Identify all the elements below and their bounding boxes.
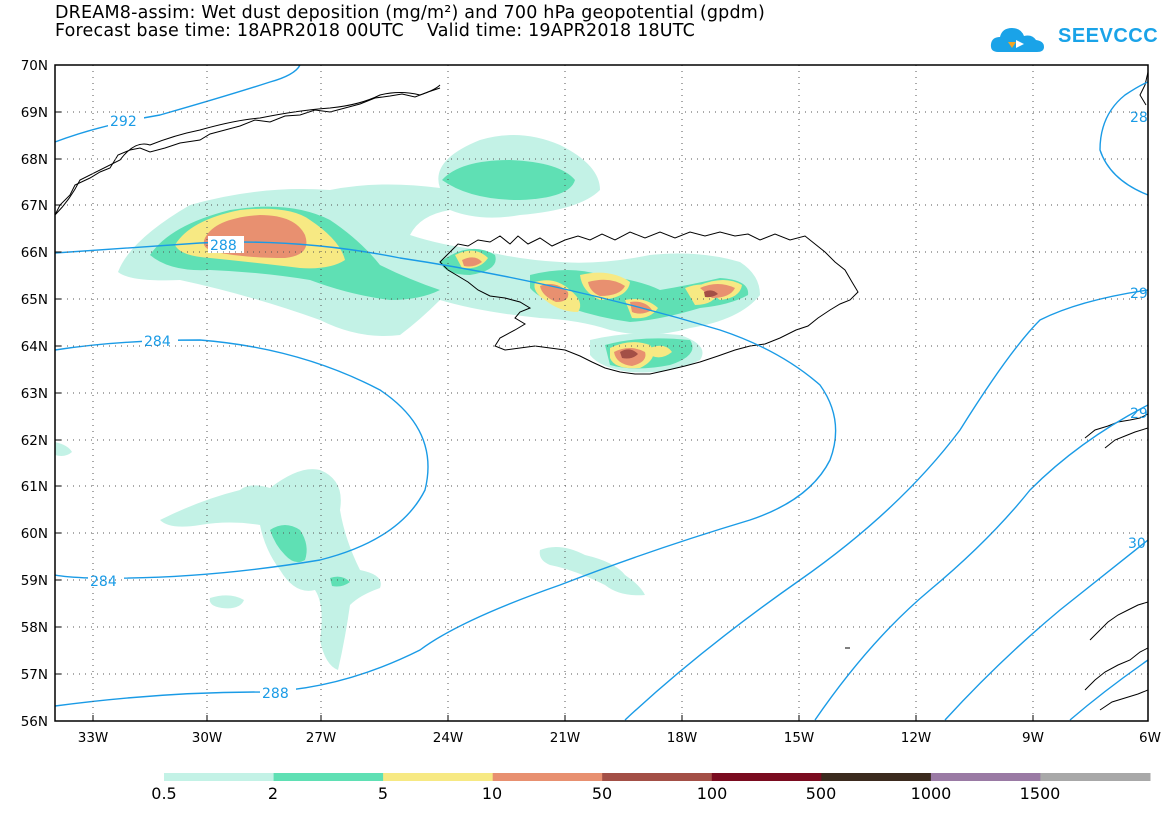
lat-label: 67N bbox=[21, 198, 48, 214]
lat-label: 68N bbox=[21, 152, 48, 168]
legend-swatch bbox=[930, 773, 1041, 781]
lon-label: 6W bbox=[1139, 730, 1161, 746]
legend-label: 1500 bbox=[1019, 784, 1061, 803]
lat-label: 59N bbox=[21, 573, 48, 589]
latitude-labels: 70N 69N 68N 67N 66N 65N 64N 63N 62N 61N … bbox=[21, 58, 48, 730]
legend-label: 500 bbox=[805, 784, 837, 803]
contour-label: 288 bbox=[262, 686, 289, 702]
legend-swatch bbox=[492, 773, 603, 781]
longitude-labels: 33W 30W 27W 24W 21W 18W 15W 12W 9W 6W bbox=[78, 730, 1161, 746]
lon-label: 15W bbox=[784, 730, 815, 746]
lat-label: 66N bbox=[21, 245, 48, 261]
contour-label: 29 bbox=[1130, 286, 1148, 302]
contour-label: 28 bbox=[1130, 110, 1148, 126]
contour-labels: 292 288 284 284 288 28 29 29 30 bbox=[88, 110, 1148, 702]
legend-swatch bbox=[711, 773, 822, 781]
map-field bbox=[55, 65, 1148, 721]
contour-label: 288 bbox=[210, 238, 237, 254]
contour-label: 292 bbox=[110, 114, 137, 130]
axis-ticks bbox=[55, 64, 1034, 721]
geopotential-contours bbox=[55, 65, 1148, 721]
legend-swatch bbox=[1040, 773, 1151, 781]
legend-label: 1000 bbox=[910, 784, 952, 803]
lat-label: 61N bbox=[21, 479, 48, 495]
lon-label: 12W bbox=[901, 730, 932, 746]
contour-label: 284 bbox=[90, 574, 117, 590]
cloud-logo-icon bbox=[990, 28, 1044, 52]
lat-label: 60N bbox=[21, 526, 48, 542]
graticule bbox=[55, 65, 1148, 721]
lat-label: 62N bbox=[21, 433, 48, 449]
lon-label: 18W bbox=[667, 730, 698, 746]
lat-label: 63N bbox=[21, 386, 48, 402]
legend-label: 50 bbox=[591, 784, 613, 803]
contour-label: 30 bbox=[1128, 536, 1146, 552]
map-title: DREAM8-assim: Wet dust deposition (mg/m²… bbox=[55, 3, 766, 23]
lat-label: 57N bbox=[21, 667, 48, 683]
lon-label: 30W bbox=[192, 730, 223, 746]
legend-label: 100 bbox=[696, 784, 728, 803]
legend-label: 0.5 bbox=[151, 784, 177, 803]
legend-label: 5 bbox=[377, 784, 389, 803]
lat-label: 65N bbox=[21, 292, 48, 308]
lat-label: 64N bbox=[21, 339, 48, 355]
lon-label: 21W bbox=[550, 730, 581, 746]
dust-shading bbox=[55, 135, 760, 670]
legend-swatch bbox=[383, 773, 494, 781]
lat-label: 56N bbox=[21, 714, 48, 730]
lat-label: 69N bbox=[21, 105, 48, 121]
legend-swatch bbox=[273, 773, 384, 781]
legend-colorbar bbox=[164, 773, 1151, 781]
lon-label: 24W bbox=[433, 730, 464, 746]
contour-label: 29 bbox=[1130, 406, 1148, 422]
contour-label: 284 bbox=[144, 334, 171, 350]
lon-label: 9W bbox=[1022, 730, 1044, 746]
map-subtitle: Forecast base time: 18APR2018 00UTC Vali… bbox=[55, 21, 696, 41]
legend-swatch bbox=[821, 773, 932, 781]
legend-label: 2 bbox=[267, 784, 279, 803]
lat-label: 70N bbox=[21, 58, 48, 74]
legend-swatch bbox=[602, 773, 713, 781]
lon-label: 33W bbox=[78, 730, 109, 746]
lon-label: 27W bbox=[306, 730, 337, 746]
lat-label: 58N bbox=[21, 620, 48, 636]
legend-label: 10 bbox=[481, 784, 503, 803]
legend-swatch bbox=[164, 773, 275, 781]
logo-text: SEEVCCC bbox=[1058, 25, 1159, 47]
coastlines bbox=[55, 71, 1148, 711]
